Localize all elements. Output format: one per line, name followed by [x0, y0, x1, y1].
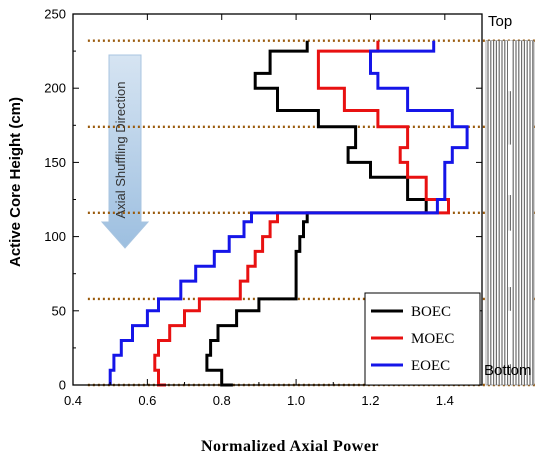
pin-gap — [508, 40, 512, 92]
x-tick-label: 0.6 — [138, 393, 156, 408]
x-axis-label: Normalized Axial Power — [201, 438, 379, 455]
x-tick-label: 0.4 — [64, 393, 82, 408]
x-tick-label: 1.2 — [361, 393, 379, 408]
y-tick-label: 100 — [44, 229, 66, 244]
legend-label-eoec: EOEC — [411, 358, 450, 374]
pin-gap — [508, 144, 512, 196]
x-tick-label: 1.4 — [436, 393, 454, 408]
series-line-moec — [153, 40, 450, 387]
legend-label-boec: BOEC — [411, 304, 451, 320]
x-tick-label: 1.0 — [287, 393, 305, 408]
bottom-label: Bottom — [484, 362, 532, 379]
shuffling-arrow — [100, 54, 150, 249]
shuffling-direction-label: Axial Shuffling Direction — [113, 81, 128, 218]
ticks: 0.4 0.6 0.8 1.0 1.2 1.4 0 50 100 150 200 250 — [44, 7, 483, 408]
series-lines — [108, 40, 469, 387]
y-tick-label: 200 — [44, 81, 66, 96]
top-label: Top — [488, 13, 512, 30]
y-tick-label: 0 — [59, 378, 66, 393]
x-tick-label: 0.8 — [213, 393, 231, 408]
legend: BOEC MOEC EOEC — [364, 292, 481, 386]
series-line-eoec — [108, 40, 469, 385]
arrow-shape — [100, 54, 150, 249]
y-tick-label: 150 — [44, 155, 66, 170]
core-schematic — [485, 40, 535, 386]
y-axis-label: Active Core Height (cm) — [7, 97, 24, 267]
series-line-boec — [205, 40, 428, 387]
legend-label-moec: MOEC — [411, 331, 454, 347]
pin-gap — [508, 310, 512, 365]
y-tick-label: 50 — [52, 303, 66, 318]
y-tick-label: 250 — [44, 7, 66, 22]
pin-gap — [508, 230, 512, 288]
